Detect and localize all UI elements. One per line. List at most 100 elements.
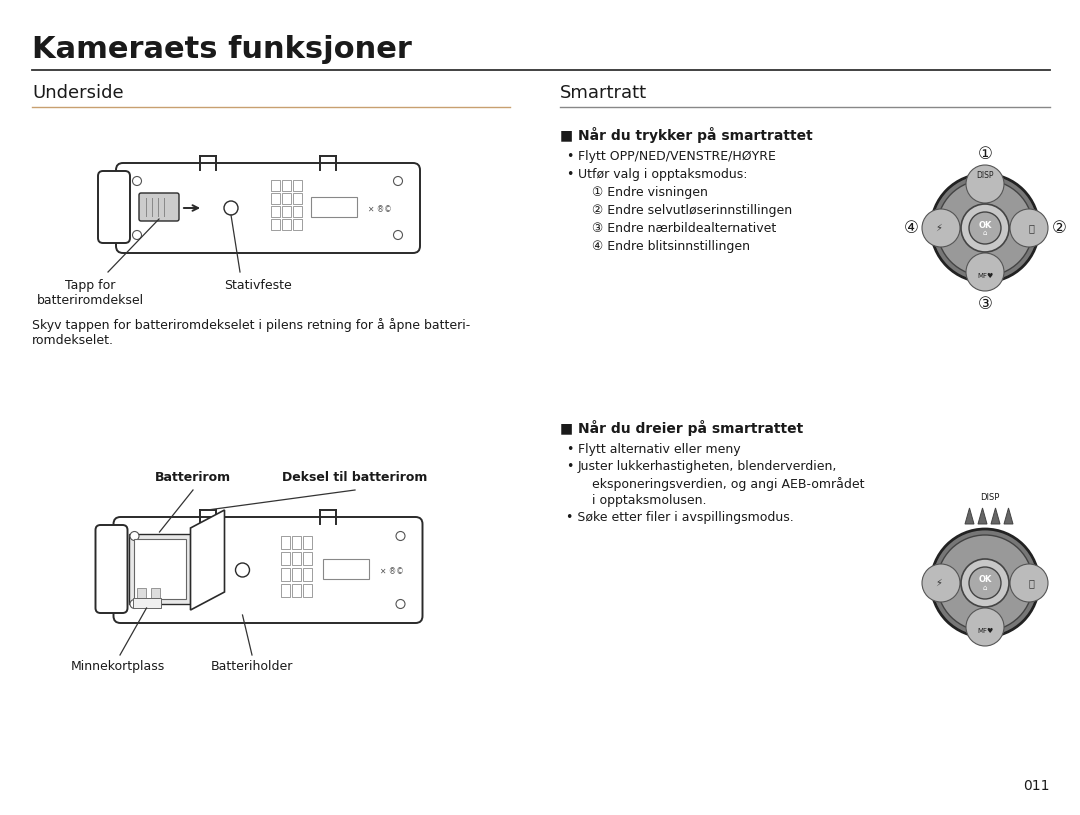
Circle shape — [961, 559, 1009, 607]
Text: •: • — [566, 443, 573, 456]
Circle shape — [961, 204, 1009, 252]
Circle shape — [931, 529, 1039, 637]
Text: ③: ③ — [977, 295, 993, 313]
Bar — [292, 536, 300, 549]
Bar — [281, 536, 289, 549]
Text: ① Endre visningen: ① Endre visningen — [592, 186, 707, 199]
Polygon shape — [978, 508, 987, 524]
Text: ③ Endre nærbildealternativet: ③ Endre nærbildealternativet — [592, 222, 777, 235]
Text: ⚡: ⚡ — [935, 223, 943, 233]
Circle shape — [396, 531, 405, 540]
Bar — [302, 552, 311, 565]
Text: Utfør valg i opptaksmodus:: Utfør valg i opptaksmodus: — [578, 168, 747, 181]
Text: ⌂: ⌂ — [983, 230, 987, 236]
Bar — [293, 219, 302, 230]
Text: ✕ ®©: ✕ ®© — [380, 567, 404, 576]
Text: Smartratt: Smartratt — [561, 84, 647, 102]
Bar — [292, 568, 300, 581]
Text: ②: ② — [1052, 219, 1066, 237]
Text: DISP: DISP — [981, 493, 1000, 502]
Text: ⚡: ⚡ — [935, 578, 943, 588]
Bar — [282, 180, 291, 191]
Bar — [281, 552, 289, 565]
Bar — [271, 193, 280, 204]
Bar — [293, 193, 302, 204]
Text: i opptaksmolusen.: i opptaksmolusen. — [592, 494, 706, 507]
FancyBboxPatch shape — [116, 163, 420, 253]
Circle shape — [235, 563, 249, 577]
Circle shape — [966, 608, 1004, 646]
Bar — [271, 219, 280, 230]
Bar — [133, 598, 161, 608]
Text: Kameraets funksjoner: Kameraets funksjoner — [32, 36, 411, 64]
Circle shape — [937, 535, 1032, 631]
Circle shape — [1010, 209, 1048, 247]
Text: Stativfeste: Stativfeste — [225, 279, 292, 292]
Circle shape — [1010, 564, 1048, 602]
Text: 011: 011 — [1024, 779, 1050, 793]
Text: Batterirom: Batterirom — [154, 471, 231, 484]
Circle shape — [969, 567, 1001, 599]
Text: DISP: DISP — [976, 171, 994, 180]
Circle shape — [130, 600, 139, 609]
Circle shape — [966, 253, 1004, 291]
Text: Tapp for
batteriromdeksel: Tapp for batteriromdeksel — [37, 279, 144, 307]
Bar — [282, 219, 291, 230]
Text: ✕ ®©: ✕ ®© — [368, 205, 392, 214]
Text: •: • — [566, 460, 573, 473]
Circle shape — [130, 531, 139, 540]
Text: •: • — [566, 150, 573, 163]
Text: ■ Når du dreier på smartrattet: ■ Når du dreier på smartrattet — [561, 420, 804, 436]
Bar — [129, 534, 190, 604]
Circle shape — [133, 177, 141, 186]
Bar — [281, 584, 289, 597]
Circle shape — [224, 201, 238, 215]
Text: Flytt alternativ eller meny: Flytt alternativ eller meny — [578, 443, 741, 456]
Text: • Søke etter filer i avspillingsmodus.: • Søke etter filer i avspillingsmodus. — [566, 511, 794, 524]
Polygon shape — [991, 508, 1000, 524]
Circle shape — [922, 564, 960, 602]
Bar — [323, 559, 368, 579]
Bar — [281, 568, 289, 581]
Text: ② Endre selvutløserinnstillingen: ② Endre selvutløserinnstillingen — [592, 204, 792, 217]
Polygon shape — [1004, 508, 1013, 524]
Text: OK: OK — [978, 575, 991, 584]
Circle shape — [393, 231, 403, 240]
Text: Batteriholder: Batteriholder — [211, 660, 293, 673]
Bar — [282, 193, 291, 204]
Polygon shape — [966, 508, 974, 524]
Text: Flytt OPP/NED/VENSTRE/HØYRE: Flytt OPP/NED/VENSTRE/HØYRE — [578, 150, 775, 163]
Text: romdekselet.: romdekselet. — [32, 334, 114, 347]
Bar — [271, 180, 280, 191]
Circle shape — [396, 600, 405, 609]
Text: •: • — [566, 168, 573, 181]
Bar — [292, 584, 300, 597]
FancyBboxPatch shape — [95, 525, 127, 613]
Text: ①: ① — [977, 145, 993, 163]
Bar — [293, 206, 302, 217]
Text: Minnekortplass: Minnekortplass — [71, 660, 165, 673]
Text: ⌂: ⌂ — [983, 585, 987, 591]
Text: ⌛: ⌛ — [1028, 223, 1034, 233]
Text: Skyv tappen for batteriromdekselet i pilens retning for å åpne batteri-: Skyv tappen for batteriromdekselet i pil… — [32, 318, 470, 332]
Bar — [134, 539, 186, 599]
Circle shape — [969, 212, 1001, 244]
FancyBboxPatch shape — [98, 171, 130, 243]
Circle shape — [133, 231, 141, 240]
Text: ④: ④ — [904, 219, 918, 237]
Circle shape — [966, 165, 1004, 203]
Circle shape — [922, 209, 960, 247]
Bar — [292, 552, 300, 565]
Circle shape — [937, 180, 1032, 276]
Circle shape — [393, 177, 403, 186]
Text: ④ Endre blitsinnstillingen: ④ Endre blitsinnstillingen — [592, 240, 750, 253]
Bar — [136, 588, 146, 598]
Text: OK: OK — [978, 221, 991, 230]
FancyBboxPatch shape — [113, 517, 422, 623]
Text: ■ Når du trykker på smartrattet: ■ Når du trykker på smartrattet — [561, 127, 813, 143]
Text: MF♥: MF♥ — [977, 273, 994, 279]
Bar — [302, 536, 311, 549]
Bar — [311, 197, 357, 217]
Text: MF♥: MF♥ — [977, 628, 994, 634]
Bar — [293, 180, 302, 191]
